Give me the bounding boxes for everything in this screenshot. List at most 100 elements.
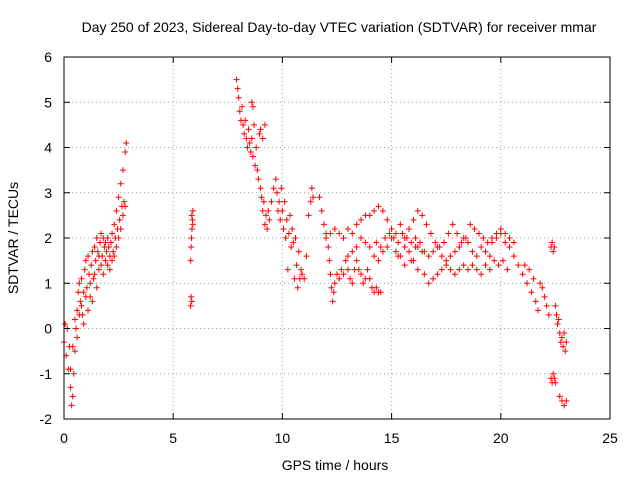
data-point: [336, 275, 343, 282]
data-point: [557, 339, 564, 346]
data-point: [62, 320, 69, 327]
data-point: [561, 330, 568, 337]
data-point: [549, 239, 556, 246]
data-point: [521, 262, 528, 269]
data-point: [69, 343, 76, 350]
data-point: [308, 185, 315, 192]
axis-ticks: [63, 56, 611, 420]
data-point: [113, 207, 120, 214]
data-point: [98, 230, 105, 237]
x-tick-label: 15: [384, 430, 400, 446]
chart-title: Day 250 of 2023, Sidereal Day-to-day VTE…: [82, 19, 597, 35]
data-point: [243, 135, 250, 142]
data-point: [289, 225, 296, 232]
data-point: [441, 239, 448, 246]
data-point: [397, 221, 404, 228]
data-point: [104, 262, 111, 269]
data-point: [342, 257, 349, 264]
data-point: [447, 253, 454, 260]
data-point: [334, 271, 340, 278]
data-point: [316, 194, 323, 201]
data-point: [253, 144, 260, 151]
x-tick-label: 10: [275, 430, 291, 446]
data-point: [401, 244, 408, 251]
data-point: [558, 334, 565, 341]
data-point: [421, 271, 428, 278]
data-point: [255, 176, 262, 183]
data-point: [281, 198, 288, 205]
data-point: [427, 230, 434, 237]
data-point: [248, 99, 255, 106]
data-point: [280, 225, 287, 232]
data-point: [392, 248, 399, 255]
y-tick-label: 0: [44, 321, 52, 337]
data-point: [74, 334, 81, 341]
data-point: [89, 298, 96, 305]
y-tick-label: 6: [44, 49, 52, 65]
data-point: [347, 275, 354, 282]
data-point: [467, 221, 474, 228]
data-point: [438, 266, 445, 273]
data-point: [384, 216, 391, 223]
data-point: [539, 284, 546, 291]
data-point: [252, 162, 259, 169]
data-point: [366, 212, 373, 219]
data-point: [189, 221, 196, 228]
data-point: [76, 311, 83, 318]
data-point: [336, 230, 343, 237]
data-point: [80, 289, 87, 296]
data-point: [240, 121, 247, 128]
data-point: [358, 271, 365, 278]
data-point: [379, 207, 386, 214]
data-point: [77, 298, 84, 305]
data-point: [122, 203, 129, 210]
data-point: [87, 280, 94, 287]
data-point: [443, 257, 450, 264]
data-point: [408, 257, 415, 264]
data-point: [93, 235, 100, 241]
data-point: [301, 275, 308, 282]
data-point: [392, 230, 399, 237]
data-point: [76, 280, 83, 287]
data-point: [92, 257, 99, 264]
data-point: [340, 235, 347, 241]
data-point: [80, 320, 87, 327]
data-point: [471, 225, 478, 232]
data-point: [256, 130, 263, 137]
data-point: [89, 248, 96, 255]
data-point: [338, 266, 345, 273]
data-point: [251, 121, 258, 128]
data-point: [187, 302, 194, 309]
data-point: [234, 85, 241, 92]
y-tick-label: 3: [44, 185, 52, 201]
data-point: [272, 176, 279, 183]
data-point: [68, 402, 75, 409]
data-point: [550, 248, 557, 255]
data-point: [528, 289, 535, 296]
data-point: [122, 149, 129, 156]
data-point: [447, 266, 454, 273]
data-point: [386, 230, 393, 237]
data-point: [236, 108, 243, 115]
grid: [64, 57, 610, 419]
data-point: [469, 262, 476, 269]
data-point: [75, 289, 82, 296]
data-point: [473, 253, 480, 260]
data-point: [551, 375, 558, 382]
data-point: [327, 271, 334, 278]
data-point: [366, 275, 373, 282]
data-point: [260, 198, 267, 205]
data-point: [344, 253, 351, 260]
data-point: [495, 262, 502, 269]
data-point: [438, 253, 445, 260]
data-point: [414, 207, 421, 214]
data-point: [412, 244, 419, 251]
data-point: [545, 311, 552, 318]
data-point: [188, 235, 195, 241]
data-point: [434, 271, 441, 278]
data-point: [371, 253, 378, 260]
data-point: [534, 307, 541, 314]
data-point: [469, 248, 476, 255]
data-point: [325, 244, 332, 251]
